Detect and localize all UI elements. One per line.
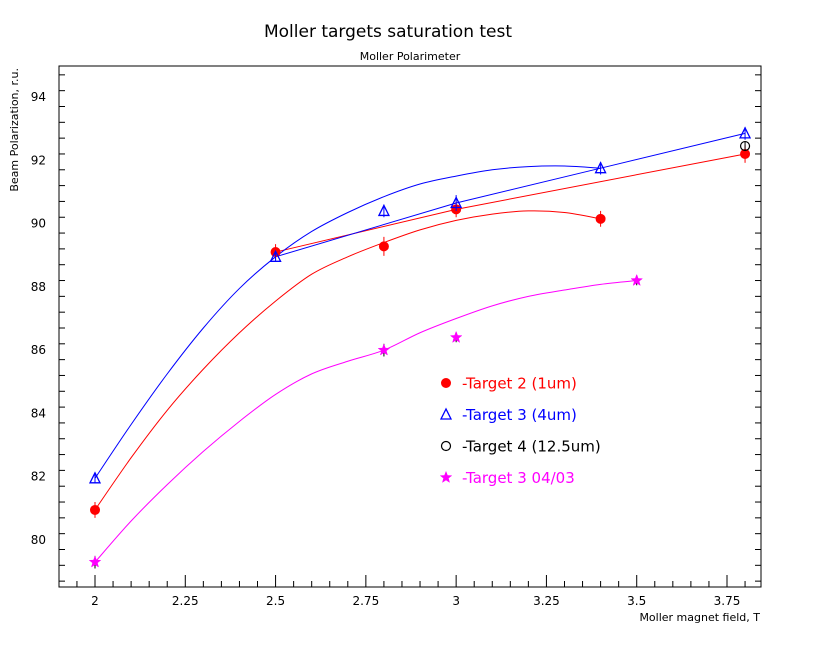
x-tick-label: 2.25 — [172, 594, 199, 608]
fit-curves — [94, 132, 746, 563]
legend-marker — [440, 440, 452, 452]
y-tick-label: 94 — [31, 90, 46, 104]
y-tick-label: 88 — [31, 280, 46, 294]
x-tick-label: 3 — [452, 594, 460, 608]
data-point — [378, 241, 389, 252]
y-tick-label: 86 — [31, 343, 46, 357]
data-point — [377, 343, 391, 356]
data-point — [450, 196, 463, 209]
data-point — [90, 504, 100, 515]
fit-curve — [94, 165, 601, 479]
chart-subtitle: Moller Polarimeter — [360, 50, 461, 63]
x-tick-label: 2 — [91, 594, 99, 608]
connecting-line — [275, 153, 746, 253]
legend: -Target 2 (1um) -Target 3 (4um) -Target 4 … — [439, 375, 601, 487]
data-point — [88, 471, 102, 484]
legend-label: -Target 4 (12.5um) — [462, 438, 601, 456]
data-point — [594, 161, 607, 174]
y-tick-label: 80 — [31, 533, 46, 547]
y-tick-label: 90 — [31, 217, 46, 231]
x-tick-label: 3.75 — [714, 594, 741, 608]
data-point — [739, 126, 752, 139]
x-axis-label: Moller magnet field, T — [639, 611, 760, 624]
y-tick-label: 84 — [31, 406, 46, 420]
legend-label: -Target 2 (1um) — [462, 375, 577, 393]
data-point — [739, 140, 751, 152]
x-tick-label: 2.75 — [352, 594, 379, 608]
x-tick-label: 3.25 — [533, 594, 560, 608]
y-tick-label: 92 — [31, 153, 46, 167]
data-points — [88, 126, 752, 569]
fit-curve — [94, 280, 637, 563]
data-point — [595, 213, 606, 224]
y-tick-label: 82 — [31, 470, 46, 484]
plot-frame — [58, 65, 762, 588]
legend-label: -Target 3 04/03 — [462, 469, 575, 487]
legend-marker — [441, 378, 451, 388]
connecting-line — [275, 132, 746, 258]
data-point — [449, 330, 463, 343]
x-tick-label: 2.5 — [266, 594, 285, 608]
data-point — [88, 555, 102, 568]
legend-marker — [439, 470, 453, 483]
data-point — [630, 273, 644, 286]
axes: 2 2.25 2.5 2.75 3 3.25 3.5 3.75 80 82 84 86 88 90 92 94 — [31, 74, 761, 608]
data-point — [269, 249, 282, 262]
fit-curve — [94, 210, 601, 511]
legend-marker — [439, 407, 453, 420]
chart-title: Moller targets saturation test — [264, 22, 512, 42]
legend-label: -Target 3 (4um) — [462, 406, 577, 424]
y-axis-label: Beam Polarization, r.u. — [8, 68, 21, 192]
data-point — [377, 203, 390, 217]
x-tick-label: 3.5 — [627, 594, 646, 608]
